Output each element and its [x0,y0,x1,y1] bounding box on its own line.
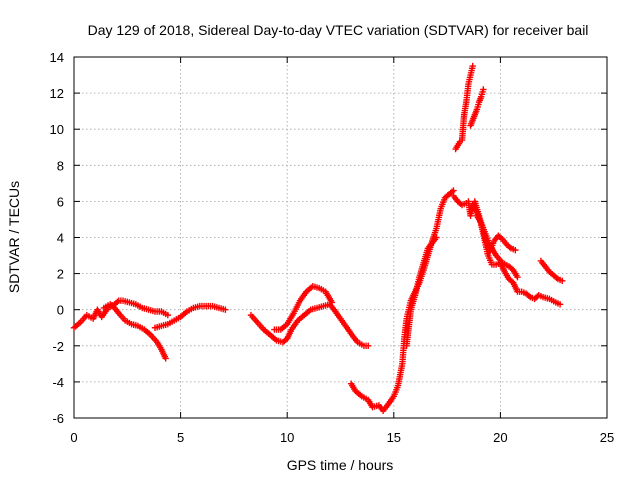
y-tick-label: 2 [57,267,64,282]
y-tick-label: 0 [57,303,64,318]
data-point [514,274,521,281]
x-tick-label: 25 [600,430,614,445]
chart-title: Day 129 of 2018, Sidereal Day-to-day VTE… [88,22,589,38]
x-axis-label: GPS time / hours [287,457,394,473]
grid-layer [74,57,607,418]
x-tick-label: 0 [70,430,77,445]
y-tick-label: 12 [50,86,64,101]
y-tick-label: -2 [52,339,64,354]
data-point [512,246,519,254]
data-point [556,301,564,308]
x-tick-label: 5 [177,430,184,445]
data-point [433,234,440,241]
y-tick-label: 6 [57,194,64,209]
y-tick-label: 8 [57,158,64,173]
data-points [70,62,566,414]
data-point [559,277,566,285]
y-tick-label: -6 [52,411,64,426]
data-point [328,299,336,306]
data-point [553,274,560,282]
x-tick-label: 10 [280,430,294,445]
data-point [506,243,513,251]
tick-label-layer: 0 5 10 15 20 25 -6 -4 -2 0 2 4 6 8 10 12 14 [50,50,615,445]
y-tick-label: -4 [52,375,64,390]
data-point [109,303,117,310]
x-tick-label: 20 [493,430,507,445]
y-tick-label: 10 [50,122,64,137]
data-point [164,311,172,319]
tick-layer [73,56,608,419]
data-point [222,306,229,313]
x-tick-label: 15 [387,430,401,445]
data-point [525,292,533,300]
data-point [450,187,457,194]
data-point [480,86,487,93]
data-point [448,188,456,195]
data-point [114,298,121,306]
data-point [497,234,505,242]
data-point [469,62,476,70]
y-axis-label: SDTVAR / TECUs [6,181,22,293]
data-point [162,355,169,362]
y-tick-label: 4 [57,231,64,246]
y-tick-label: 14 [50,50,64,65]
data-point [365,342,372,349]
